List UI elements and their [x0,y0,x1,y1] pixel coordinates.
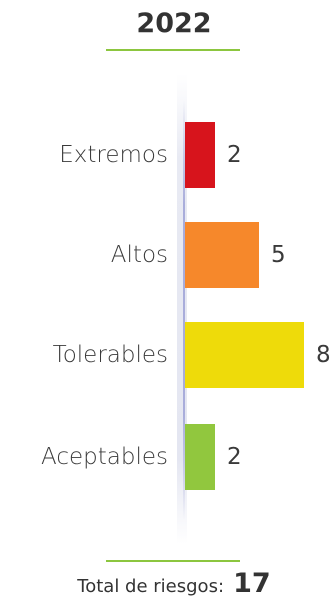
total-value: 17 [233,568,271,599]
value-label-extremos: 2 [227,142,242,168]
title-underline [106,49,240,51]
chart-title: 2022 [136,8,212,39]
bar-aceptables [185,424,215,490]
axis-line [183,100,185,520]
value-label-tolerables: 8 [316,342,331,368]
bar-tolerables [185,322,304,388]
bar-extremos [185,122,215,188]
category-label-altos: Altos [110,242,168,268]
value-label-aceptables: 2 [227,444,242,470]
axis-shadow [177,74,187,544]
category-label-extremos: Extremos [59,142,168,168]
total-label: Total de riesgos: [77,576,225,597]
category-label-tolerables: Tolerables [52,342,168,368]
category-label-aceptables: Aceptables [41,444,168,470]
value-label-altos: 5 [271,242,286,268]
summary-divider [106,560,240,562]
total-summary: Total de riesgos: 17 [0,568,333,599]
bar-altos [185,222,259,288]
